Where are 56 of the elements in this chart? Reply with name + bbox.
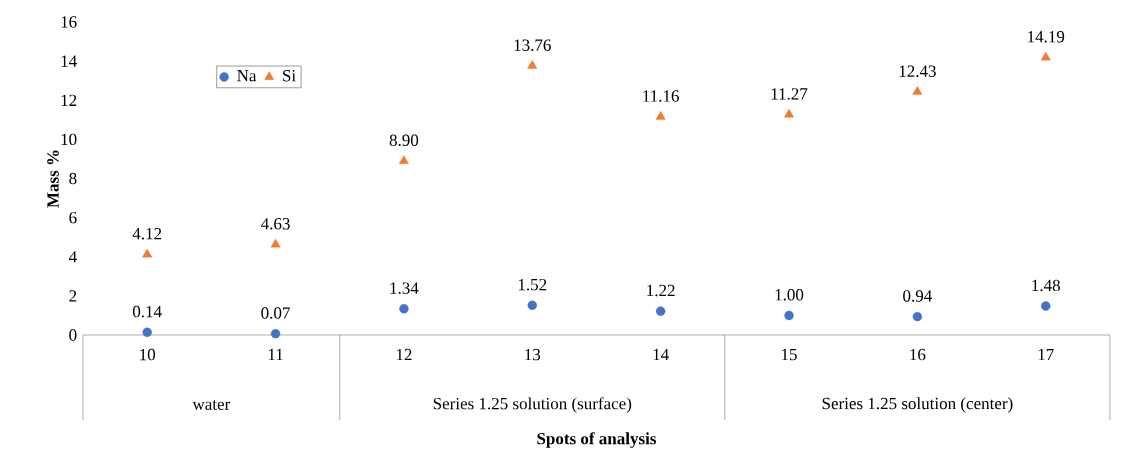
data-label: 1.48 [1032, 279, 1060, 292]
data-label: 4.12 [132, 228, 162, 240]
data-label: 0.14 [132, 305, 162, 318]
y-tick-label: 2 [69, 290, 77, 302]
x-tick-label: 14 [653, 348, 669, 361]
x-tick-label: 16 [910, 348, 926, 361]
y-tick-label: 4 [68, 251, 77, 263]
data-label: 14.19 [1028, 31, 1065, 43]
point [398, 155, 409, 164]
point [1040, 51, 1051, 61]
data-label: 1.52 [518, 278, 547, 291]
y-tick-label: 12 [61, 94, 77, 106]
legend-label: Si [283, 70, 296, 82]
y-tick-label: 16 [61, 16, 77, 28]
point [655, 111, 666, 120]
x-tick-label: 11 [268, 348, 283, 361]
data-label: 0.07 [261, 307, 290, 319]
y-tick-label: 0 [69, 329, 77, 341]
y-tick-label: 6 [69, 211, 77, 224]
y-tick-label: 14 [61, 55, 77, 67]
point [1041, 301, 1051, 311]
legend-label: Na [237, 70, 257, 82]
point [270, 328, 281, 339]
data-label: 0.94 [903, 290, 932, 302]
y-tick-label: 8 [69, 172, 77, 185]
data-label: 11.27 [771, 88, 808, 100]
x-tick-label: 15 [782, 348, 797, 361]
data-label: 1.22 [647, 284, 675, 297]
text: Series 1.25 solution (center) [822, 397, 1013, 413]
point [912, 311, 923, 322]
x-tick-label: 17 [1038, 348, 1054, 361]
data-label: 11.16 [643, 90, 679, 102]
point [784, 108, 794, 118]
point [142, 327, 152, 337]
text: water [192, 400, 231, 410]
point [912, 86, 923, 95]
data-label: 1.34 [390, 282, 419, 294]
point [784, 310, 794, 321]
data-label: 1.00 [775, 289, 804, 301]
x-tick-label: 10 [140, 348, 156, 361]
point [655, 306, 666, 316]
data-label: 13.76 [514, 39, 551, 51]
x-tick-label: 13 [525, 348, 541, 361]
x-axis-title: Spots of analysis [537, 432, 657, 448]
data-label: 12.43 [899, 65, 936, 77]
point [527, 60, 538, 69]
x-tick-label: 12 [396, 348, 412, 361]
text: Series 1.25 solution (surface) [433, 397, 632, 413]
data-label: 8.90 [389, 134, 419, 147]
point [527, 300, 537, 310]
point [142, 248, 153, 258]
point [399, 304, 409, 314]
y-axis-title: Mass % [47, 150, 59, 208]
y-tick-label: 10 [61, 133, 77, 146]
point [270, 238, 281, 248]
data-label: 4.63 [261, 218, 290, 230]
